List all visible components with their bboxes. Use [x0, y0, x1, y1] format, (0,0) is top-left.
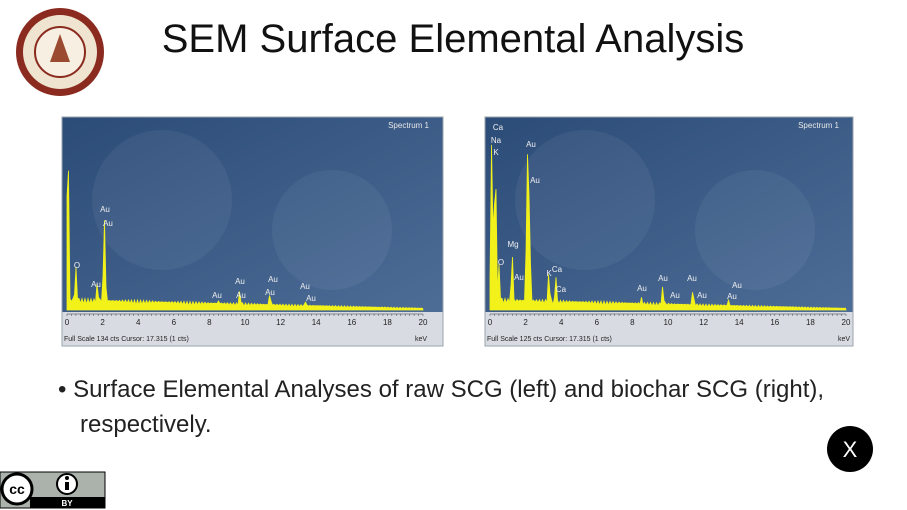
axis-strip — [62, 312, 443, 346]
peak-label: Au — [637, 284, 647, 293]
svg-text:cc: cc — [9, 481, 25, 497]
axis-tick-label: 16 — [770, 318, 779, 327]
peak-label: Au — [697, 291, 707, 300]
axis-tick-label: 18 — [806, 318, 815, 327]
peak-label: Au — [265, 288, 275, 297]
peak-label: Mg — [507, 240, 518, 249]
axis-tick-label: 10 — [241, 318, 250, 327]
axis-tick-label: 14 — [735, 318, 744, 327]
background-texture — [515, 130, 655, 270]
peak-label: Au — [236, 291, 246, 300]
peak-label: Au — [300, 282, 310, 291]
university-seal — [16, 8, 104, 96]
axis-tick-label: 20 — [419, 318, 428, 327]
peak-label: O — [498, 258, 504, 267]
spectrum-footer: Full Scale 134 cts Cursor: 17.315 (1 cts… — [64, 336, 189, 343]
peak-label: Au — [212, 291, 222, 300]
axis-tick-label: 2 — [100, 318, 105, 327]
spectrum-name: Spectrum 1 — [388, 121, 429, 130]
axis-tick-label: 8 — [630, 318, 635, 327]
peak-label: Au — [530, 176, 540, 185]
peak-label: Ca — [493, 123, 504, 132]
peak-label: Au — [235, 277, 245, 286]
spectrum-trace — [489, 144, 847, 311]
axis-tick-label: 18 — [383, 318, 392, 327]
close-label[interactable]: X — [843, 437, 858, 462]
axis-tick-label: 0 — [65, 318, 70, 327]
peak-label: Au — [100, 205, 110, 214]
axis-tick-label: 12 — [699, 318, 708, 327]
spectrum-frame — [61, 116, 444, 347]
bullet-text: • Surface Elemental Analyses of raw SCG … — [58, 376, 825, 438]
cc-badge: cc BY — [0, 471, 106, 509]
spectrum-background — [485, 117, 853, 312]
spectrum-left: Spectrum 1 Au Au O Au Au Au Au Au Au Au Au 0 2 4 6 8 10 12… — [61, 116, 444, 347]
license-badge: BY — [61, 499, 73, 508]
close-button[interactable]: X — [827, 426, 873, 472]
axis-tick-label: 10 — [664, 318, 673, 327]
peak-label: Au — [268, 275, 278, 284]
background-texture — [92, 130, 232, 270]
axis-tick-label: 14 — [312, 318, 321, 327]
peak-label: K — [546, 269, 552, 278]
peak-label: Au — [687, 274, 697, 283]
axis-unit: keV — [838, 336, 850, 343]
background-texture — [695, 170, 815, 290]
peak-label: Au — [514, 273, 524, 282]
axis-tick-label: 2 — [523, 318, 528, 327]
peak-label: O — [74, 261, 80, 270]
peak-label: Ca — [556, 285, 567, 294]
axis-tick-label: 4 — [136, 318, 141, 327]
peak-label: Au — [91, 280, 101, 289]
peak-label: K — [493, 148, 499, 157]
peak-label: Ca — [552, 265, 563, 274]
axis-tick-label: 4 — [559, 318, 564, 327]
axis-tick-label: 12 — [276, 318, 285, 327]
peak-label: Au — [732, 281, 742, 290]
bullet-content: Surface Elemental Analyses of raw SCG (l… — [73, 376, 825, 438]
spectrum-name: Spectrum 1 — [798, 121, 839, 130]
axis-tick-label: 8 — [207, 318, 212, 327]
peak-label: Au — [526, 140, 536, 149]
axis-unit: keV — [415, 336, 427, 343]
background-texture — [272, 170, 392, 290]
axis-strip — [485, 312, 853, 346]
spectrum-trace — [66, 170, 424, 311]
slide-title: SEM Surface Elemental Analysis — [162, 17, 744, 61]
peak-label: Au — [658, 274, 668, 283]
axis-tick-label: 6 — [595, 318, 600, 327]
spectrum-footer: Full Scale 125 cts Cursor: 17.315 (1 cts… — [487, 336, 612, 343]
spectrum-frame — [484, 116, 854, 347]
peak-label: Na — [491, 136, 502, 145]
spectrum-background — [62, 117, 443, 312]
peak-label: Au — [306, 294, 316, 303]
axis-tick-label: 20 — [842, 318, 851, 327]
axis-tick-label: 0 — [488, 318, 493, 327]
axis-tick-label: 6 — [172, 318, 177, 327]
peak-label: Au — [727, 292, 737, 301]
peak-label: Au — [670, 291, 680, 300]
axis-tick-label: 16 — [347, 318, 356, 327]
peak-label: Au — [103, 219, 113, 228]
